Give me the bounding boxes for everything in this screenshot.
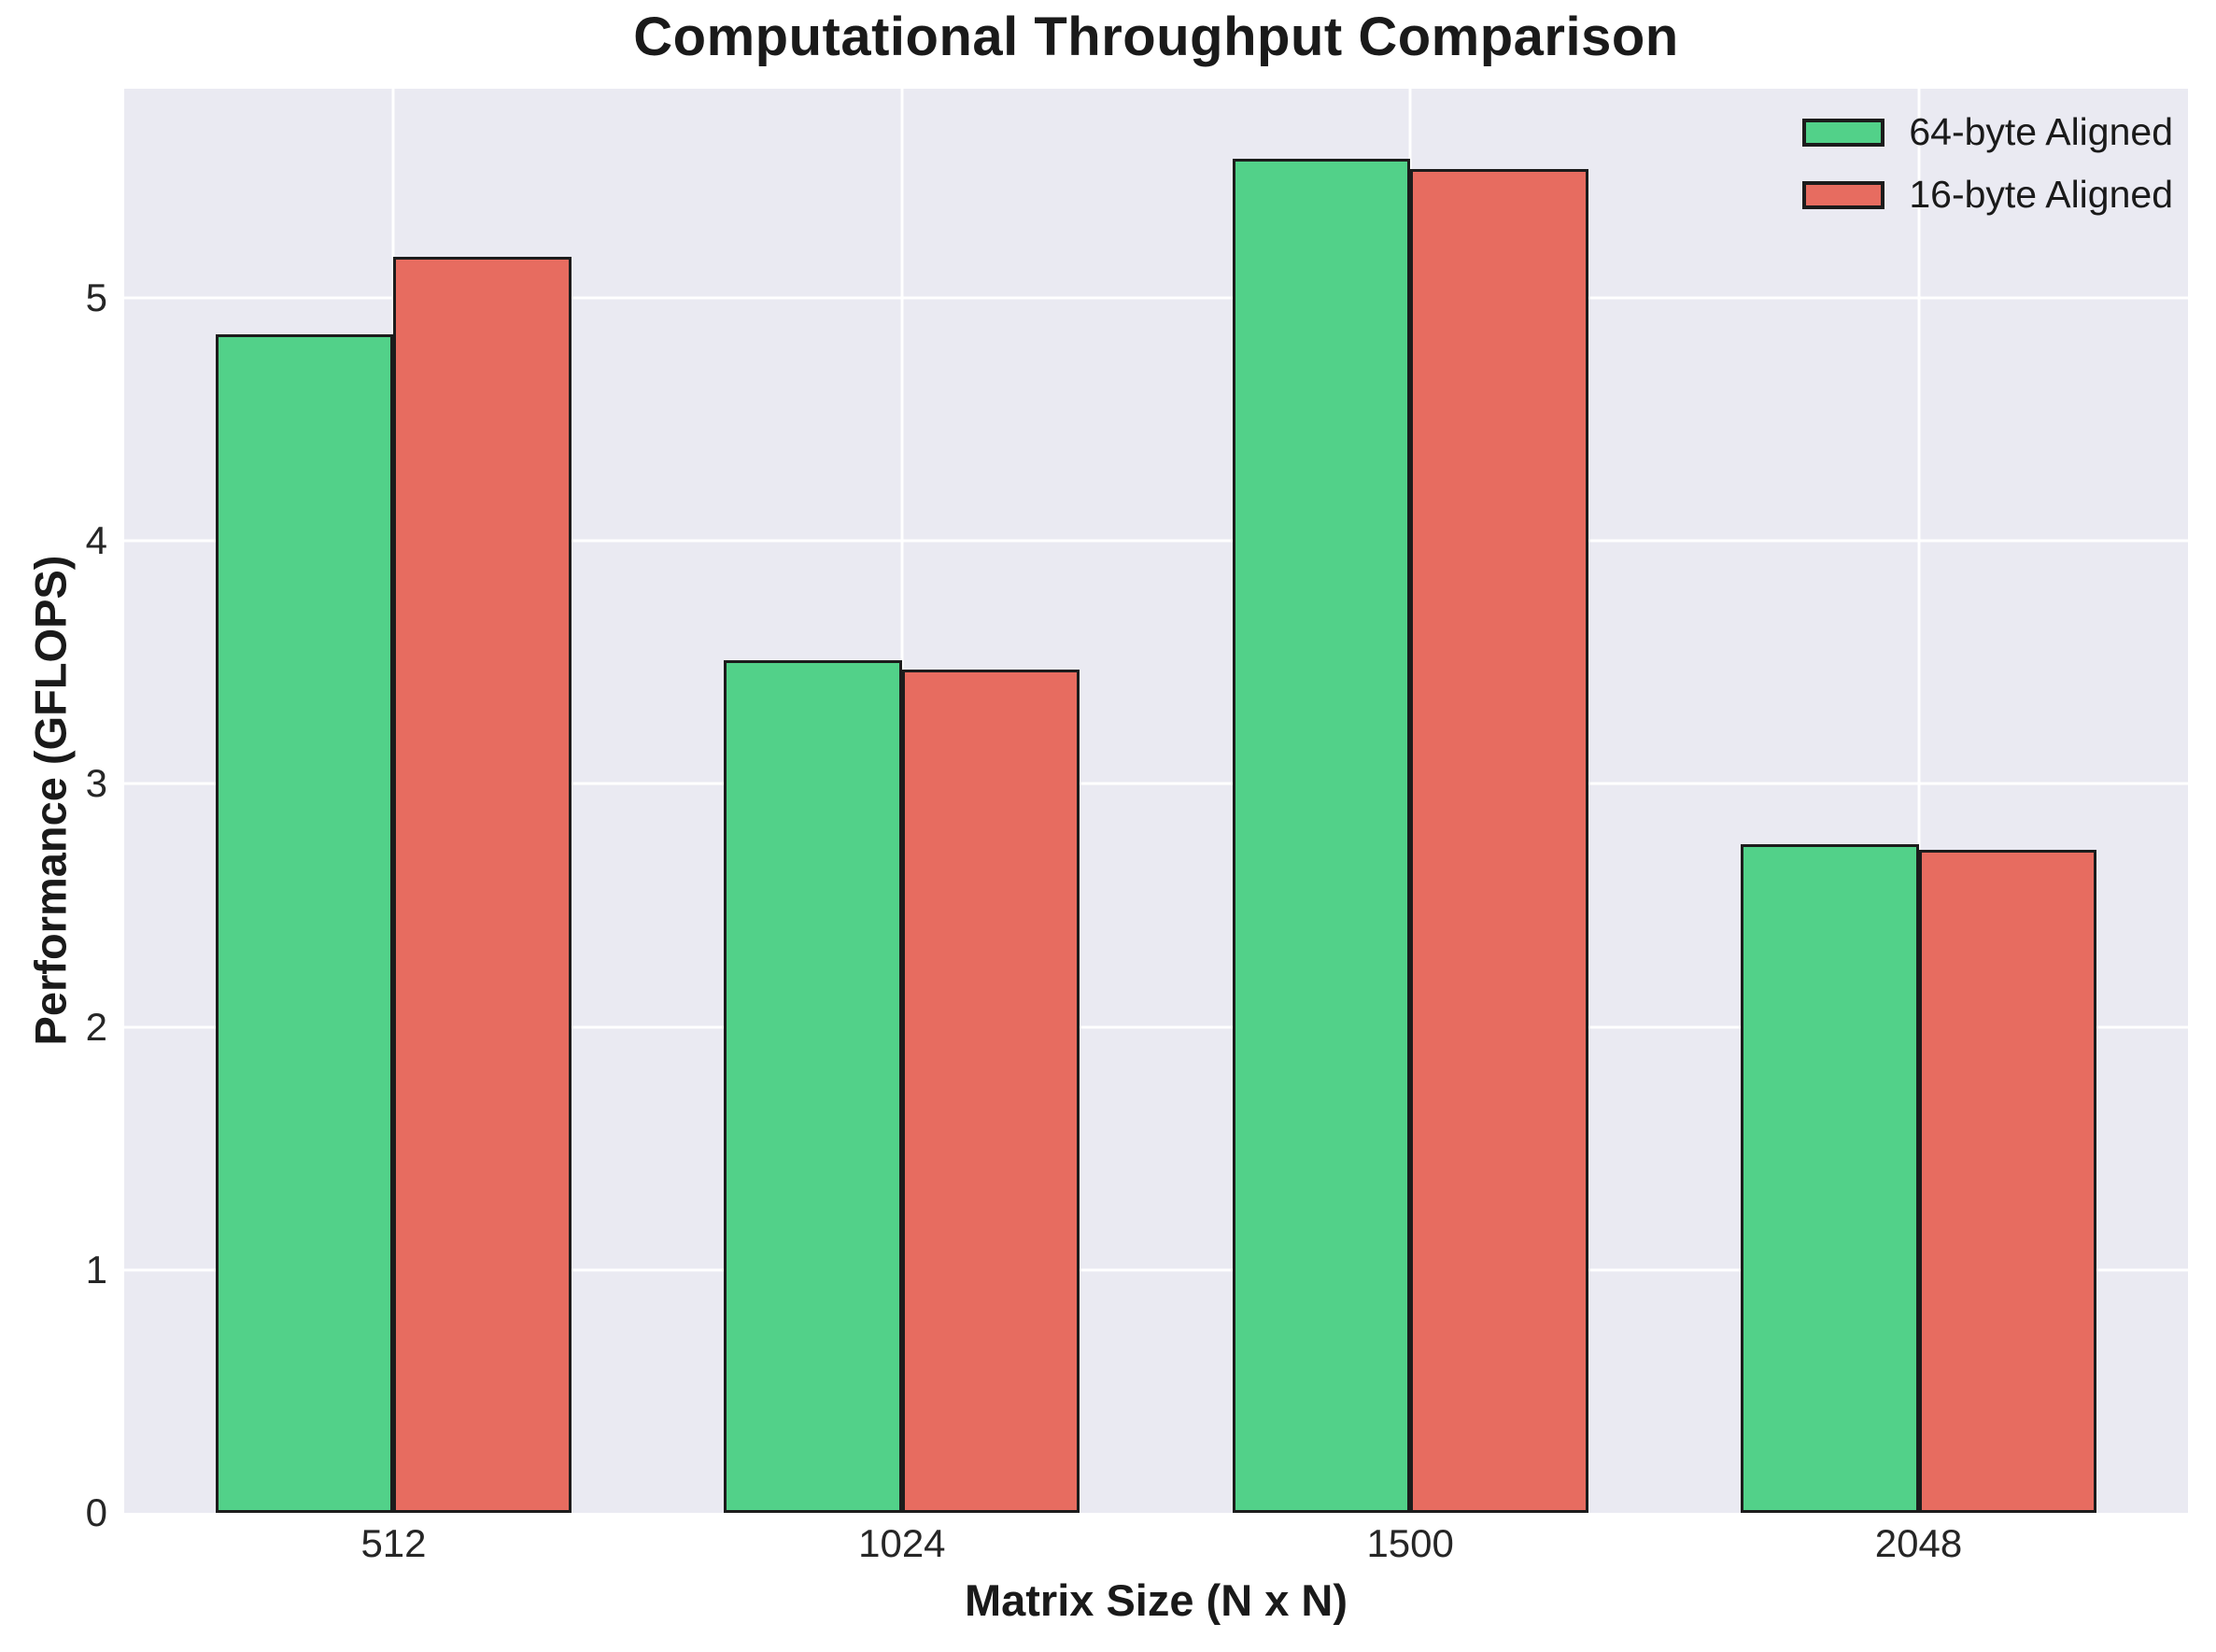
bar-512-16-byte-aligned [393, 256, 572, 1513]
bar-512-64-byte-aligned [215, 333, 394, 1513]
x-axis-label: Matrix Size (N x N) [964, 1575, 1348, 1625]
bar-2048-64-byte-aligned [1740, 844, 1919, 1513]
bar-1024-64-byte-aligned [724, 659, 902, 1513]
y-gridline [124, 1025, 2188, 1029]
y-gridline [124, 539, 2188, 543]
legend-swatch [1802, 118, 1885, 147]
bar-1024-16-byte-aligned [901, 669, 1080, 1513]
bar-1500-64-byte-aligned [1232, 159, 1411, 1513]
y-tick-label: 0 [85, 1490, 107, 1534]
y-tick-label: 5 [85, 275, 107, 319]
legend-swatch [1802, 180, 1885, 209]
x-axis: 512 1024 1500 2048 [124, 1524, 2188, 1571]
x-gridline [1917, 89, 1920, 1513]
y-axis: 0 1 2 3 4 5 [0, 89, 107, 1532]
y-tick-label: 2 [85, 1004, 107, 1049]
bar-2048-16-byte-aligned [1918, 849, 2097, 1513]
legend-item: 16-byte Aligned [1802, 176, 2173, 214]
y-tick-label: 1 [85, 1247, 107, 1292]
chart-title: Computational Throughput Comparison [633, 7, 1679, 67]
x-tick-label: 2048 [1874, 1521, 1963, 1565]
y-gridline [124, 296, 2188, 300]
legend: 64-byte Aligned 16-byte Aligned [1802, 113, 2173, 214]
y-gridline [124, 1268, 2188, 1272]
plot-area: 64-byte Aligned 16-byte Aligned [124, 89, 2188, 1513]
bar-1500-16-byte-aligned [1410, 168, 1588, 1513]
y-tick-label: 4 [85, 518, 107, 563]
y-tick-label: 3 [85, 761, 107, 806]
x-tick-label: 1500 [1366, 1521, 1454, 1565]
legend-item: 64-byte Aligned [1802, 113, 2173, 151]
legend-label: 16-byte Aligned [1909, 173, 2173, 216]
x-tick-label: 512 [360, 1521, 427, 1565]
y-gridline [124, 782, 2188, 785]
legend-label: 64-byte Aligned [1909, 110, 2173, 153]
x-tick-label: 1024 [858, 1521, 946, 1565]
